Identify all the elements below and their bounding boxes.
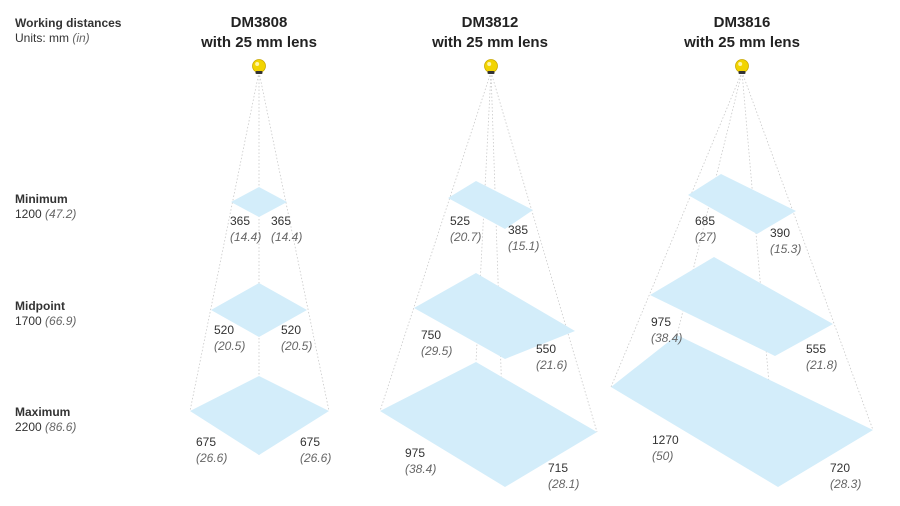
fov-height-in: (21.8) bbox=[806, 358, 837, 372]
fov-plane-minimum bbox=[231, 187, 287, 217]
fov-width-mm: 675 bbox=[196, 435, 216, 449]
fov-width-in: (50) bbox=[652, 449, 673, 463]
fov-width-in: (14.4) bbox=[230, 230, 261, 244]
fov-width-mm: 365 bbox=[230, 214, 250, 228]
fov-height-mm: 555 bbox=[806, 342, 826, 356]
fov-height-in: (15.1) bbox=[508, 239, 539, 253]
camera-lens-subtitle: with 25 mm lens bbox=[431, 34, 548, 51]
fov-height-mm: 390 bbox=[770, 226, 790, 240]
distance-value-midpoint: 1700 (66.9) bbox=[15, 314, 76, 328]
fov-height-mm: 550 bbox=[536, 342, 556, 356]
camera-column-dm3808: DM3808 with 25 mm lens 365 (14.4) 365 (1… bbox=[189, 14, 331, 465]
fov-height-in: (28.1) bbox=[548, 477, 579, 491]
fov-width-mm: 975 bbox=[651, 315, 671, 329]
fov-width-mm: 525 bbox=[450, 214, 470, 228]
fov-width-in: (20.5) bbox=[214, 339, 245, 353]
fov-width-mm: 685 bbox=[695, 214, 715, 228]
fov-height-mm: 365 bbox=[271, 214, 291, 228]
distance-value-maximum: 2200 (86.6) bbox=[15, 420, 76, 434]
fov-height-mm: 720 bbox=[830, 461, 850, 475]
fov-plane-midpoint bbox=[211, 283, 307, 337]
fov-height-in: (28.3) bbox=[830, 477, 861, 491]
camera-lens-subtitle: with 25 mm lens bbox=[200, 34, 317, 51]
fov-height-mm: 385 bbox=[508, 223, 528, 237]
fov-height-in: (26.6) bbox=[300, 451, 331, 465]
fov-width-mm: 750 bbox=[421, 328, 441, 342]
camera-column-dm3816: DM3816 with 25 mm lens 685 (27) 390 (15.… bbox=[610, 14, 874, 491]
distance-label-maximum: Maximum bbox=[15, 405, 70, 419]
fov-width-in: (38.4) bbox=[651, 331, 682, 345]
fov-plane-maximum bbox=[190, 376, 329, 455]
camera-icon bbox=[735, 59, 749, 74]
legend-title: Working distances bbox=[15, 16, 122, 30]
fov-width-in: (26.6) bbox=[196, 451, 227, 465]
fov-height-mm: 520 bbox=[281, 323, 301, 337]
fov-height-in: (20.5) bbox=[281, 339, 312, 353]
fov-plane-midpoint bbox=[414, 273, 575, 359]
camera-column-dm3812: DM3812 with 25 mm lens 525 (20.7) 385 (1… bbox=[379, 14, 598, 491]
camera-model-title: DM3808 bbox=[231, 14, 288, 31]
legend-units: Units: mm (in) bbox=[15, 31, 90, 45]
fov-plane-minimum bbox=[448, 181, 533, 229]
fov-plane-midpoint bbox=[650, 257, 833, 356]
camera-lens-subtitle: with 25 mm lens bbox=[683, 34, 800, 51]
distance-label-midpoint: Midpoint bbox=[15, 299, 65, 313]
fov-height-in: (15.3) bbox=[770, 242, 801, 256]
fov-width-mm: 975 bbox=[405, 446, 425, 460]
fov-width-in: (29.5) bbox=[421, 344, 452, 358]
fov-height-in: (14.4) bbox=[271, 230, 302, 244]
fov-plane-maximum bbox=[380, 362, 597, 487]
camera-model-title: DM3812 bbox=[462, 14, 519, 31]
fov-width-in: (27) bbox=[695, 230, 716, 244]
fov-width-in: (38.4) bbox=[405, 462, 436, 476]
fov-plane-minimum bbox=[688, 174, 796, 234]
fov-plane-maximum bbox=[611, 335, 873, 487]
fov-height-in: (21.6) bbox=[536, 358, 567, 372]
camera-model-title: DM3816 bbox=[714, 14, 771, 31]
fov-width-mm: 520 bbox=[214, 323, 234, 337]
fov-height-mm: 675 bbox=[300, 435, 320, 449]
fov-width-mm: 1270 bbox=[652, 433, 679, 447]
camera-icon bbox=[252, 59, 266, 74]
fov-height-mm: 715 bbox=[548, 461, 568, 475]
fov-width-in: (20.7) bbox=[450, 230, 481, 244]
camera-icon bbox=[484, 59, 498, 74]
distance-label-minimum: Minimum bbox=[15, 192, 68, 206]
distance-value-minimum: 1200 (47.2) bbox=[15, 207, 76, 221]
